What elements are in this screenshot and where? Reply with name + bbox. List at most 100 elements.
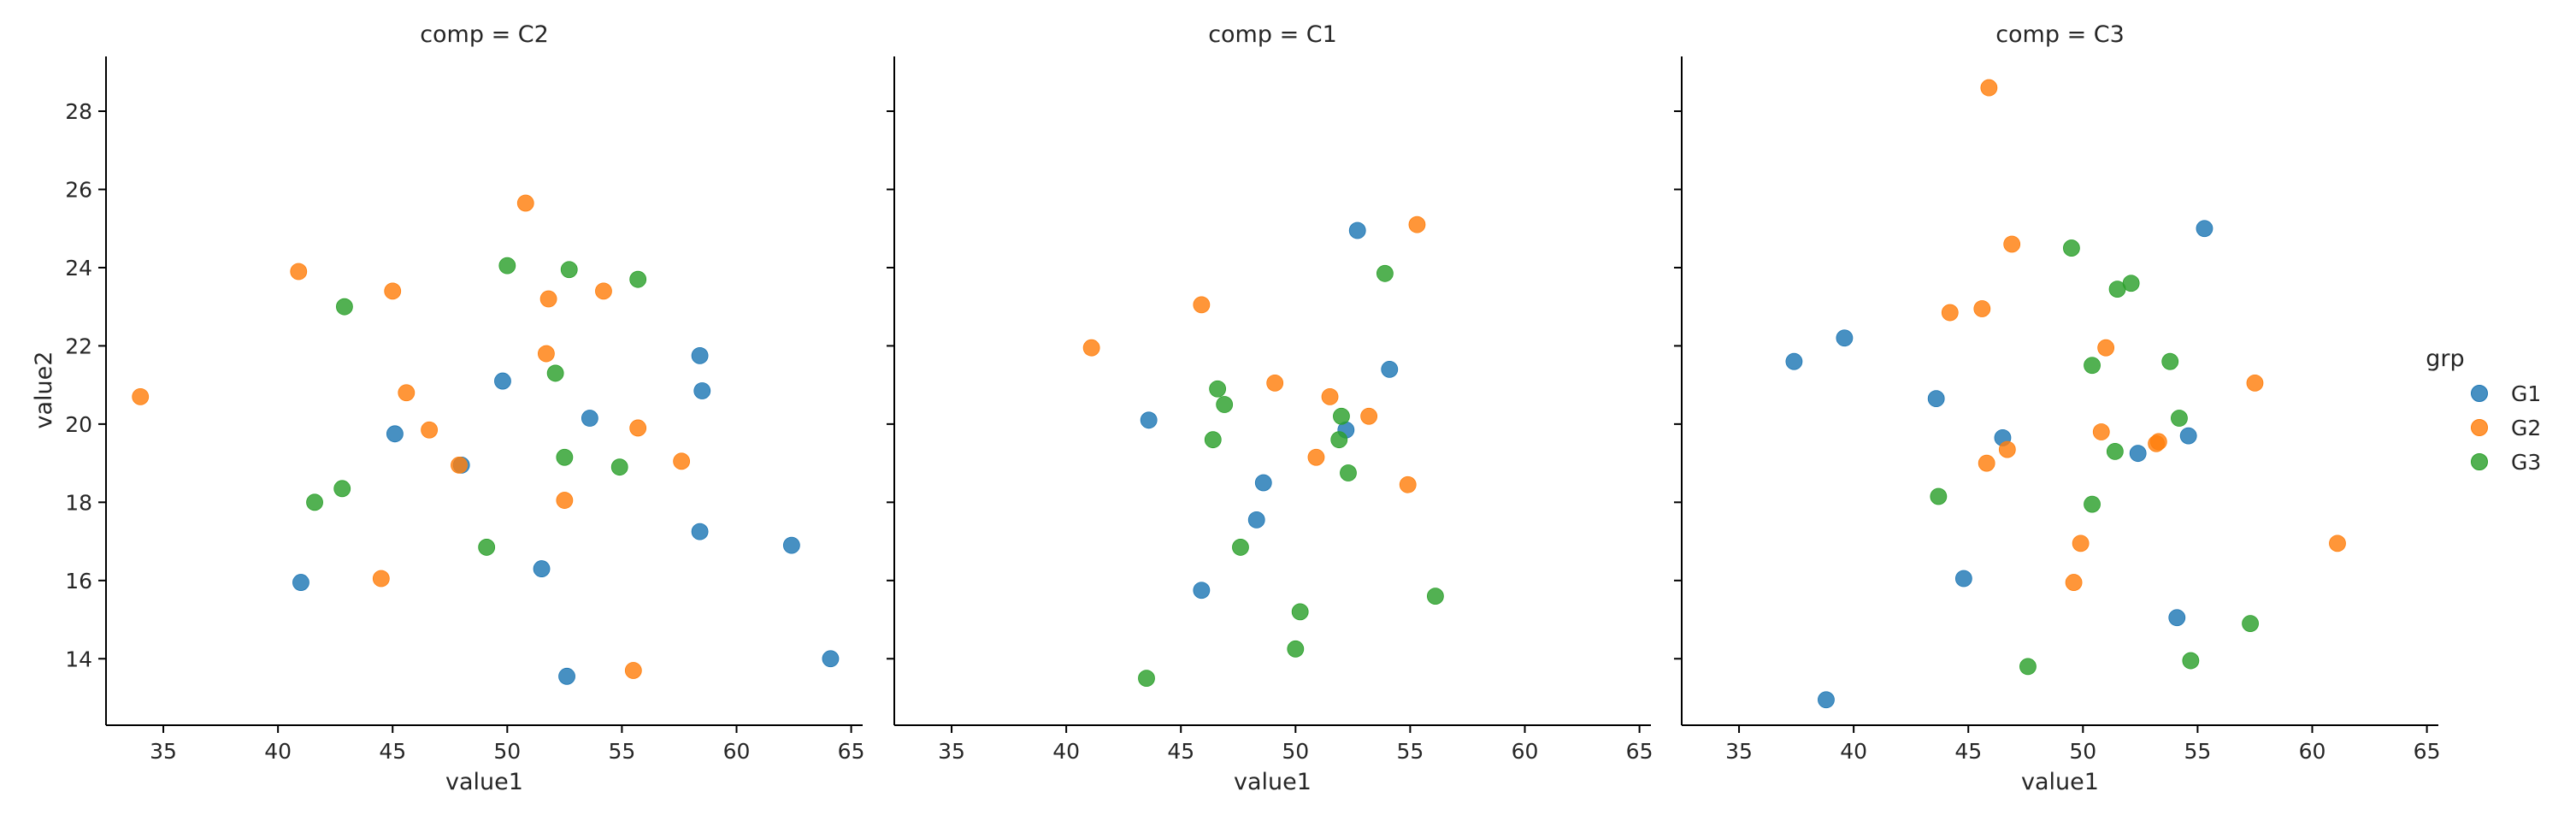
x-tick-label: 60 xyxy=(1512,739,1539,764)
data-point xyxy=(538,345,555,363)
panel-title: comp = C1 xyxy=(1208,21,1337,48)
data-point xyxy=(1254,474,1272,492)
data-point xyxy=(595,282,612,300)
x-tick-label: 40 xyxy=(264,739,292,764)
data-point xyxy=(1266,374,1284,392)
data-point xyxy=(290,263,308,281)
data-point xyxy=(1399,475,1417,493)
data-point xyxy=(629,419,647,437)
data-point xyxy=(478,539,496,556)
legend-marker-G3 xyxy=(2471,453,2488,470)
x-axis-label: value1 xyxy=(445,769,523,795)
legend-title: grp xyxy=(2426,346,2464,372)
x-tick-label: 40 xyxy=(1052,739,1080,764)
panels: comp = C2 35 40 45 50 55 60 65 14 16 18 20 22 24 26 28 v… xyxy=(65,21,2440,795)
data-point xyxy=(2106,442,2124,460)
data-point xyxy=(629,270,647,288)
data-point xyxy=(1082,339,1100,357)
x-tick-label: 35 xyxy=(150,739,177,764)
data-point xyxy=(1376,264,1394,282)
data-point xyxy=(2003,235,2021,253)
data-point xyxy=(1930,487,1948,505)
data-point xyxy=(1204,431,1222,449)
data-point xyxy=(1307,448,1325,466)
data-point xyxy=(421,421,439,439)
data-point xyxy=(2182,652,2200,670)
panel-3: comp = C3 35 40 45 50 55 60 65 value1 xyxy=(1674,21,2440,795)
data-point xyxy=(2129,445,2147,463)
data-point xyxy=(556,492,574,509)
data-point xyxy=(693,382,711,399)
data-point xyxy=(782,536,800,554)
data-point xyxy=(306,493,323,511)
data-point xyxy=(1360,407,1378,425)
series-G2 xyxy=(132,194,691,679)
data-point xyxy=(1927,390,1945,408)
data-point xyxy=(624,662,642,679)
data-point xyxy=(1785,352,1803,370)
x-axis-label: value1 xyxy=(1234,769,1312,795)
data-point xyxy=(2329,535,2346,552)
data-point xyxy=(1321,387,1339,405)
data-point xyxy=(1973,300,1991,317)
series-G3 xyxy=(1930,239,2259,676)
y-tick-label: 16 xyxy=(65,569,92,594)
legend-marker-G2 xyxy=(2471,419,2488,436)
data-point xyxy=(372,570,390,588)
x-tick-label: 55 xyxy=(1397,739,1424,764)
y-tick-label: 18 xyxy=(65,490,92,515)
data-point xyxy=(1980,79,1998,97)
x-tick-label: 60 xyxy=(723,739,751,764)
legend-marker-G1 xyxy=(2471,385,2488,402)
data-point xyxy=(1138,670,1155,688)
data-point xyxy=(2122,275,2140,292)
data-point xyxy=(2084,357,2101,375)
x-tick-label: 45 xyxy=(379,739,406,764)
data-point xyxy=(336,298,353,316)
panel-2: comp = C1 35 40 45 50 55 60 65 value1 xyxy=(887,21,1653,795)
data-point xyxy=(1998,440,2016,458)
data-point xyxy=(1954,570,1972,588)
x-tick-label: 35 xyxy=(938,739,965,764)
panel-title: comp = C2 xyxy=(420,21,549,48)
legend-label-G2: G2 xyxy=(2511,416,2541,440)
series-G3 xyxy=(1138,264,1444,688)
x-tick-label: 45 xyxy=(1167,739,1194,764)
x-tick-label: 50 xyxy=(1282,739,1309,764)
data-point xyxy=(1287,640,1305,658)
data-point xyxy=(1333,407,1350,425)
series-G1 xyxy=(1785,220,2213,709)
data-point xyxy=(1381,360,1399,378)
data-point xyxy=(673,452,691,470)
x-tick-label: 45 xyxy=(1954,739,1982,764)
data-point xyxy=(2065,574,2083,591)
data-point xyxy=(384,282,402,300)
legend: grp G1 G2 G3 xyxy=(2426,346,2541,475)
y-tick-label: 14 xyxy=(65,647,92,671)
data-point xyxy=(132,387,150,405)
data-point xyxy=(610,458,628,476)
x-tick-label: 65 xyxy=(1626,739,1653,764)
data-point xyxy=(1216,396,1234,413)
data-point xyxy=(2196,220,2213,238)
data-point xyxy=(556,448,574,466)
data-point xyxy=(2161,352,2179,370)
data-point xyxy=(691,523,709,540)
data-point xyxy=(1291,603,1309,621)
data-point xyxy=(498,257,516,275)
x-tick-label: 60 xyxy=(2299,739,2326,764)
panel-1: comp = C2 35 40 45 50 55 60 65 14 16 18 20 22 24 26 28 v… xyxy=(65,21,864,795)
data-point xyxy=(1348,221,1366,239)
data-point xyxy=(581,410,598,427)
legend-label-G3: G3 xyxy=(2511,450,2541,475)
data-point xyxy=(1836,329,1854,347)
panel-title: comp = C3 xyxy=(1995,21,2125,48)
data-point xyxy=(1209,380,1227,398)
data-point xyxy=(533,560,551,577)
data-point xyxy=(398,384,416,402)
data-point xyxy=(2084,495,2101,513)
data-point xyxy=(822,650,840,668)
data-point xyxy=(451,456,468,474)
y-tick-label: 20 xyxy=(65,412,92,437)
